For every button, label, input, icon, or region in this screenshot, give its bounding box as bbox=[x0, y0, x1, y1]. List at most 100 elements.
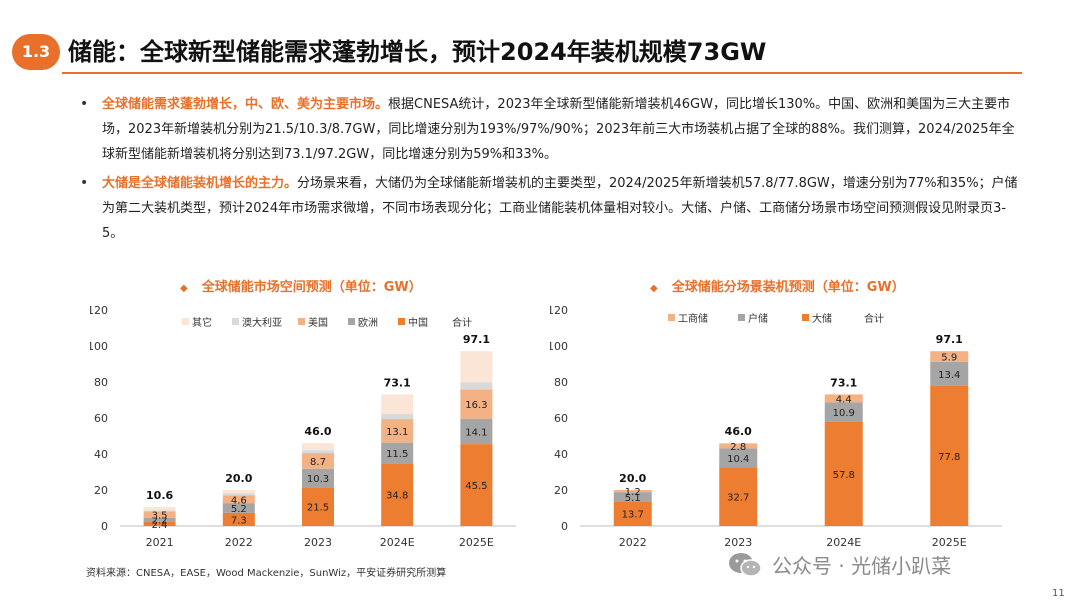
legend-label: 户储 bbox=[748, 312, 768, 325]
y-tick-label: 80 bbox=[94, 376, 108, 389]
data-label: 5.2 bbox=[231, 504, 247, 515]
bullet-text: 根据CNESA统计，2023年全球新型储能新增装机46GW，同比增长130%。中… bbox=[102, 97, 1015, 162]
x-tick-label: 2022 bbox=[619, 536, 647, 549]
data-label: 2.8 bbox=[730, 442, 746, 453]
bar-segment bbox=[222, 490, 255, 494]
bar-segment bbox=[719, 443, 758, 449]
legend-label: 其它 bbox=[192, 316, 212, 329]
y-tick-label: 120 bbox=[90, 304, 108, 317]
y-tick-label: 100 bbox=[90, 340, 108, 353]
y-tick-label: 40 bbox=[554, 448, 568, 461]
legend-label: 中国 bbox=[408, 316, 428, 329]
bar-segment bbox=[719, 448, 758, 468]
bar-segment bbox=[381, 442, 414, 464]
bar-segment bbox=[824, 394, 863, 403]
total-label: 73.1 bbox=[384, 376, 411, 389]
data-label: 3.5 bbox=[152, 511, 168, 522]
total-label: 46.0 bbox=[304, 425, 331, 438]
data-label: 32.7 bbox=[727, 493, 749, 504]
legend-label: 欧洲 bbox=[358, 317, 378, 329]
bullet-highlight: 全球储能需求蓬勃增长，中、欧、美为主要市场。 bbox=[102, 97, 389, 112]
data-label: 10.4 bbox=[727, 454, 749, 465]
chart-2-title-text: 全球储能分场景装机预测（单位：GW） bbox=[671, 280, 905, 295]
page-title: 储能：全球新型储能需求蓬勃增长，预计2024年装机规模73GW bbox=[68, 38, 767, 66]
bar-segment bbox=[824, 421, 863, 526]
source-note: 资料来源：CNESA，EASE，Wood Mackenzie，SunWiz，平安… bbox=[86, 568, 447, 579]
bar-segment bbox=[460, 389, 493, 419]
bar-segment bbox=[381, 419, 414, 443]
bar-segment bbox=[222, 495, 255, 504]
data-label: 5.1 bbox=[625, 493, 641, 504]
x-tick-label: 2023 bbox=[724, 536, 752, 549]
legend-swatch bbox=[398, 318, 405, 325]
y-tick-label: 0 bbox=[561, 520, 568, 533]
data-label: 1.2 bbox=[625, 487, 641, 498]
bar-segment bbox=[930, 385, 969, 526]
data-label: 8.7 bbox=[310, 457, 326, 468]
total-label: 46.0 bbox=[725, 425, 752, 438]
watermark-text: 公众号 · 光储小趴菜 bbox=[772, 554, 952, 578]
bar-segment bbox=[460, 418, 493, 445]
legend-label: 工商储 bbox=[678, 312, 708, 325]
section-number-badge: 1.3 bbox=[12, 34, 60, 70]
bullet-item-1: • 全球储能需求蓬勃增长，中、欧、美为主要市场。根据CNESA统计，2023年全… bbox=[74, 92, 1020, 167]
data-label: 4.4 bbox=[836, 394, 852, 405]
data-label: 7.3 bbox=[231, 515, 247, 526]
bar-segment bbox=[222, 493, 255, 496]
bar-segment bbox=[930, 361, 969, 386]
x-tick-label: 2025E bbox=[459, 536, 494, 549]
bar-segment bbox=[381, 463, 414, 526]
bar-segment bbox=[302, 468, 334, 488]
data-label: 16.3 bbox=[465, 400, 487, 411]
legend-label: 合计 bbox=[864, 312, 884, 325]
total-label: 20.0 bbox=[225, 472, 252, 485]
y-tick-label: 0 bbox=[101, 520, 108, 533]
legend-swatch bbox=[182, 318, 189, 325]
x-tick-label: 2024E bbox=[826, 536, 861, 549]
bar-segment bbox=[381, 394, 414, 415]
total-label: 10.6 bbox=[146, 489, 173, 502]
legend-swatch bbox=[802, 314, 809, 321]
bar-segment bbox=[302, 443, 334, 451]
bullet-dot-icon: • bbox=[80, 175, 89, 191]
data-label: 11.5 bbox=[386, 449, 408, 460]
bar-segment bbox=[930, 351, 969, 362]
bar-segment bbox=[302, 487, 334, 526]
legend-label: 合计 bbox=[452, 316, 472, 329]
legend-swatch bbox=[232, 318, 239, 325]
bar-segment bbox=[381, 414, 414, 420]
x-tick-label: 2025E bbox=[932, 536, 967, 549]
legend-swatch bbox=[668, 314, 675, 321]
bar-segment bbox=[302, 450, 334, 454]
data-label: 77.8 bbox=[938, 452, 960, 463]
x-tick-label: 2021 bbox=[146, 536, 174, 549]
bar-segment bbox=[143, 517, 176, 522]
legend-swatch bbox=[738, 314, 745, 321]
x-tick-label: 2023 bbox=[304, 536, 332, 549]
bar-segment bbox=[222, 503, 255, 513]
header-divider bbox=[62, 72, 1022, 74]
y-tick-label: 20 bbox=[94, 484, 108, 497]
data-label: 2.2 bbox=[152, 516, 168, 527]
bar-segment bbox=[613, 490, 652, 493]
chart-1-title: ◆ 全球储能市场空间预测（单位：GW） bbox=[180, 276, 422, 295]
data-label: 45.5 bbox=[465, 481, 487, 492]
legend-label: 澳大利亚 bbox=[242, 316, 282, 329]
data-label: 34.8 bbox=[386, 491, 408, 502]
chart-1-global-market: 0 20 40 60 80 100 120 2.42.23.5 10.6 2021 7.35.24.… bbox=[90, 304, 516, 549]
y-tick-label: 120 bbox=[550, 304, 568, 317]
chart-2-scenario: 0 20 40 60 80 100 120 13.7 5.11.2 20.0 2022 32.7 10.… bbox=[550, 304, 1002, 549]
legend-swatch bbox=[348, 318, 355, 325]
bullet-list: • 全球储能需求蓬勃增长，中、欧、美为主要市场。根据CNESA统计，2023年全… bbox=[74, 92, 1020, 250]
slide-header: 1.3 储能：全球新型储能需求蓬勃增长，预计2024年装机规模73GW bbox=[0, 28, 1080, 76]
bar-segment bbox=[460, 444, 493, 526]
data-label: 2.4 bbox=[152, 520, 168, 531]
legend-label: 美国 bbox=[308, 316, 328, 329]
x-tick-label: 2024E bbox=[380, 536, 415, 549]
y-tick-label: 60 bbox=[554, 412, 568, 425]
legend-label: 大储 bbox=[812, 312, 832, 325]
diamond-icon: ◆ bbox=[180, 283, 188, 294]
watermark: 公众号 · 光储小趴菜 bbox=[728, 550, 951, 579]
data-label: 4.6 bbox=[231, 495, 247, 506]
bar-segment bbox=[222, 512, 255, 526]
